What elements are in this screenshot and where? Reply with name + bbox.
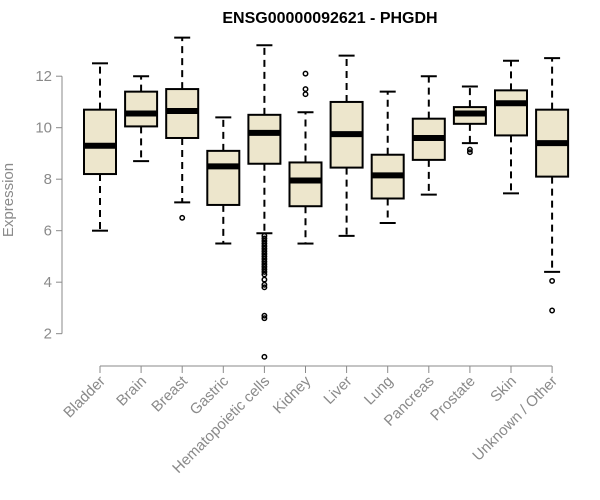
box-brain bbox=[124, 75, 159, 163]
y-tick-label: 6 bbox=[44, 223, 52, 240]
box-breast bbox=[165, 36, 200, 221]
outlier-point bbox=[466, 149, 473, 156]
outlier-point bbox=[466, 146, 473, 153]
y-tick-label: 10 bbox=[35, 120, 52, 137]
outlier-point bbox=[261, 276, 268, 283]
outlier-point bbox=[549, 307, 556, 314]
chart-title: ENSG00000092621 - PHGDH bbox=[222, 10, 437, 27]
y-tick-label: 8 bbox=[44, 171, 52, 188]
outlier-point bbox=[261, 268, 268, 275]
box-pancreas bbox=[411, 75, 446, 196]
box-series bbox=[83, 36, 570, 360]
outlier-point bbox=[261, 353, 268, 360]
box-skin bbox=[494, 59, 528, 195]
outlier-point bbox=[261, 281, 268, 288]
outlier-point bbox=[302, 86, 309, 93]
x-tick-label: Brain bbox=[113, 373, 150, 410]
outlier-point bbox=[302, 91, 309, 98]
box-kidney bbox=[288, 70, 323, 245]
outlier-point bbox=[261, 315, 268, 322]
outlier-point bbox=[179, 214, 186, 221]
box-bladder bbox=[83, 62, 117, 232]
y-tick-label: 12 bbox=[35, 68, 52, 85]
box-iqr bbox=[247, 113, 282, 165]
box-unknown-other bbox=[535, 57, 570, 314]
x-tick-label: Liver bbox=[320, 373, 355, 408]
y-axis-label: Expression bbox=[0, 163, 17, 237]
x-tick-label: Kidney bbox=[270, 372, 315, 417]
y-tick-label: 2 bbox=[44, 326, 52, 343]
y-axis: 2 4 6 8 10 12 bbox=[35, 68, 63, 343]
x-tick-label: Bladder bbox=[60, 373, 109, 422]
y-tick-label: 4 bbox=[44, 274, 52, 291]
x-tick-label: Skin bbox=[487, 373, 520, 406]
box-liver bbox=[329, 54, 364, 237]
outlier-point bbox=[549, 277, 556, 284]
box-iqr bbox=[494, 89, 528, 137]
outlier-point bbox=[302, 70, 309, 77]
box-iqr bbox=[83, 108, 117, 176]
outlier-point bbox=[261, 284, 268, 291]
x-tick-label: Breast bbox=[148, 372, 191, 415]
box-iqr bbox=[206, 149, 241, 206]
x-tick-label: Lung bbox=[361, 373, 397, 409]
x-tick-label: Prostate bbox=[427, 373, 479, 425]
box-iqr bbox=[288, 161, 323, 208]
outlier-point bbox=[261, 312, 268, 319]
box-iqr bbox=[124, 90, 159, 128]
box-prostate bbox=[452, 85, 487, 156]
box-gastric bbox=[206, 116, 241, 245]
box-lung bbox=[370, 90, 405, 224]
box-hematopoietic-cells bbox=[247, 44, 282, 360]
